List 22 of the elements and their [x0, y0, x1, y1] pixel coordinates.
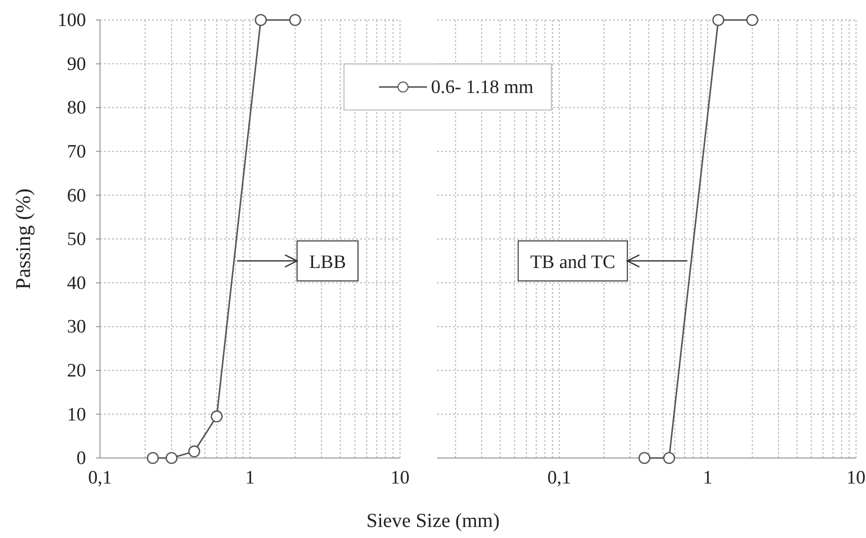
- y-tick-label: 100: [58, 10, 86, 32]
- y-tick-label: 60: [67, 185, 86, 206]
- x-tick-label: 1: [702, 467, 712, 488]
- y-tick-label: 0: [76, 448, 86, 470]
- y-tick-label: 40: [67, 272, 86, 294]
- x-tick-label: 1: [245, 467, 255, 488]
- y-tick-label: 80: [67, 98, 86, 119]
- x-axis-title: Sieve Size (mm): [366, 510, 500, 532]
- x-tick-label: 10: [390, 467, 410, 488]
- y-tick-label: 50: [67, 229, 86, 250]
- annotation: TB and TC: [530, 252, 616, 273]
- x-tick-label: 0,1: [88, 467, 112, 488]
- y-axis-title: Passing (%): [11, 188, 35, 290]
- y-tick-label: 90: [67, 54, 86, 75]
- y-tick-label: 30: [67, 316, 86, 338]
- legend-label: 0.6- 1.18 mm: [431, 77, 534, 98]
- y-tick-label: 10: [67, 404, 86, 426]
- x-tick-label: 0,1: [547, 467, 572, 488]
- y-tick-label: 70: [67, 141, 86, 162]
- y-tick-label: 20: [67, 360, 86, 382]
- x-tick-label: 10: [846, 467, 866, 488]
- annotation: LBB: [309, 252, 346, 273]
